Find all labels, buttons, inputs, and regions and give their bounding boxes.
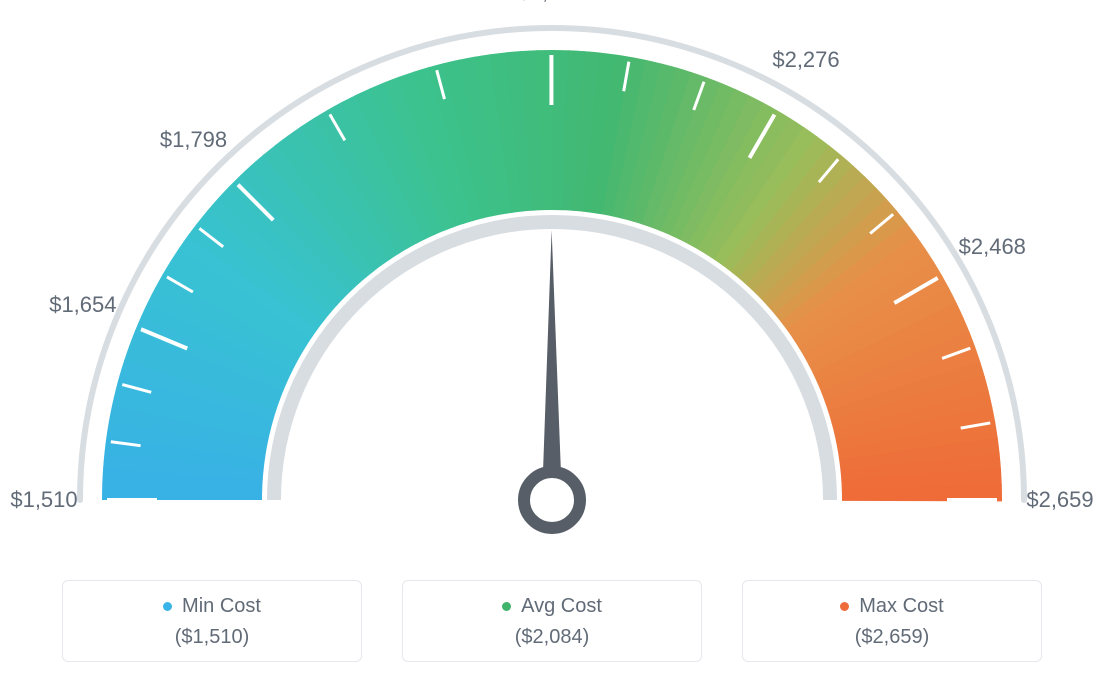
tick-label: $2,276 xyxy=(772,47,839,73)
legend-dot-max xyxy=(840,602,849,611)
legend-row: Min Cost ($1,510) Avg Cost ($2,084) Max … xyxy=(0,580,1104,662)
legend-title-avg: Avg Cost xyxy=(502,595,602,618)
tick-label: $1,510 xyxy=(10,487,77,513)
tick-label: $1,798 xyxy=(160,127,227,153)
legend-dot-avg xyxy=(502,602,511,611)
legend-card-min: Min Cost ($1,510) xyxy=(62,580,362,662)
cost-gauge-figure: $1,510 $1,654 $1,798 $2,084 $2,276 $2,468 $2,6… xyxy=(0,0,1104,690)
tick-label: $2,659 xyxy=(1026,487,1093,513)
legend-title-max: Max Cost xyxy=(840,595,943,618)
legend-label-avg: Avg Cost xyxy=(521,595,602,618)
legend-value-max: ($2,659) xyxy=(743,626,1041,649)
gauge-svg xyxy=(0,0,1104,560)
legend-dot-min xyxy=(163,602,172,611)
legend-card-max: Max Cost ($2,659) xyxy=(742,580,1042,662)
legend-value-avg: ($2,084) xyxy=(403,626,701,649)
legend-label-min: Min Cost xyxy=(182,595,261,618)
gauge-area: $1,510 $1,654 $1,798 $2,084 $2,276 $2,468 $2,6… xyxy=(0,0,1104,560)
tick-label: $2,468 xyxy=(959,234,1026,260)
legend-value-min: ($1,510) xyxy=(63,626,361,649)
legend-title-min: Min Cost xyxy=(163,595,261,618)
legend-label-max: Max Cost xyxy=(859,595,943,618)
tick-label: $1,654 xyxy=(49,292,116,318)
tick-label: $2,084 xyxy=(518,0,585,5)
legend-card-avg: Avg Cost ($2,084) xyxy=(402,580,702,662)
